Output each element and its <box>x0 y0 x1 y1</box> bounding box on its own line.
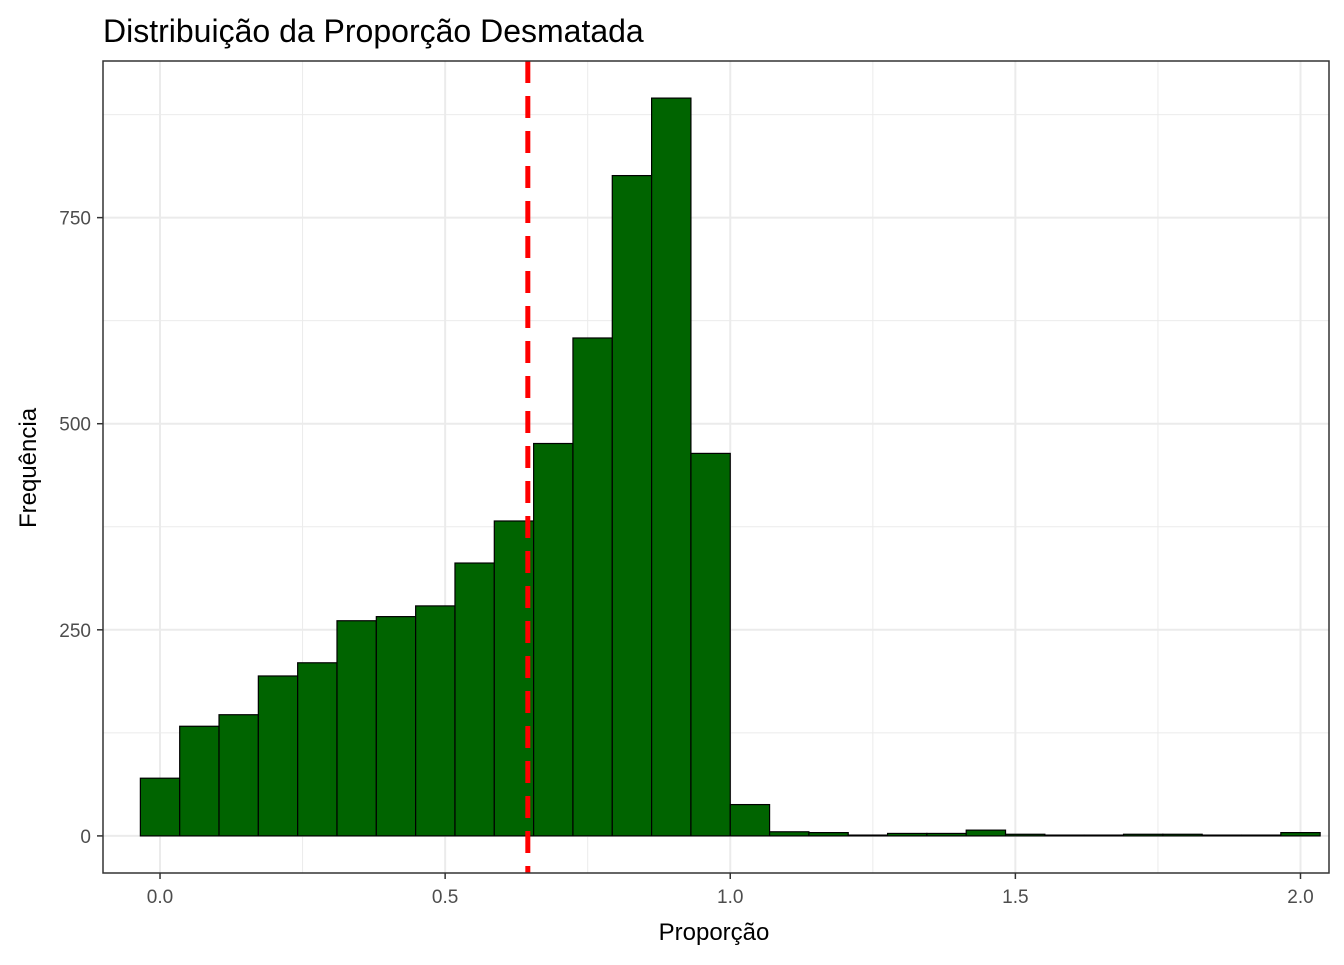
histogram-bar <box>690 452 731 837</box>
histogram-bars <box>139 97 1321 837</box>
histogram-bar <box>847 834 889 837</box>
axes: 0.0 0.5 1.0 1.5 2.0 0 250 500 750 <box>59 209 1313 908</box>
histogram-bar <box>1083 834 1125 837</box>
histogram-bar <box>493 520 535 837</box>
histogram-bar <box>1280 832 1321 837</box>
y-tick-label: 500 <box>59 415 91 436</box>
histogram-bar <box>1201 834 1243 837</box>
histogram-bar <box>965 829 1007 837</box>
x-tick-label: 0.5 <box>432 887 458 908</box>
histogram-bar <box>1240 834 1282 837</box>
histogram-bar <box>572 337 613 837</box>
histogram-bar <box>179 725 220 837</box>
x-tick-label: 1.5 <box>1002 887 1028 908</box>
histogram-bar <box>336 620 377 837</box>
histogram-bar <box>1044 834 1085 837</box>
histogram-bar <box>297 662 338 837</box>
x-tick-label: 1.0 <box>717 887 743 908</box>
histogram-bar <box>218 714 259 837</box>
y-axis-title: Frequência <box>15 407 42 528</box>
histogram-bar <box>415 605 456 837</box>
y-tick-label: 0 <box>80 827 91 848</box>
histogram-bar <box>375 616 417 837</box>
x-tick-label: 2.0 <box>1287 887 1313 908</box>
histogram-bar <box>768 831 810 837</box>
histogram-bar <box>1004 833 1046 837</box>
histogram-bar <box>1162 833 1203 837</box>
histogram-bar <box>139 777 181 837</box>
y-tick-label: 750 <box>59 209 91 230</box>
histogram-bar <box>257 675 299 837</box>
histogram-bar <box>1122 833 1164 837</box>
y-tick-label: 250 <box>59 621 91 642</box>
x-tick-label: 0.0 <box>147 887 173 908</box>
histogram-bar <box>729 803 771 837</box>
histogram-bar <box>886 832 928 837</box>
x-axis-title: Proporção <box>659 919 770 946</box>
histogram-bar <box>651 97 692 837</box>
histogram-bar <box>454 562 495 837</box>
panel-border <box>102 60 1330 874</box>
histogram-bar <box>926 832 967 837</box>
histogram-bar <box>533 442 574 837</box>
histogram-bar <box>611 174 653 837</box>
histogram-bar <box>808 832 849 837</box>
chart-title: Distribuição da Proporção Desmatada <box>103 13 644 49</box>
